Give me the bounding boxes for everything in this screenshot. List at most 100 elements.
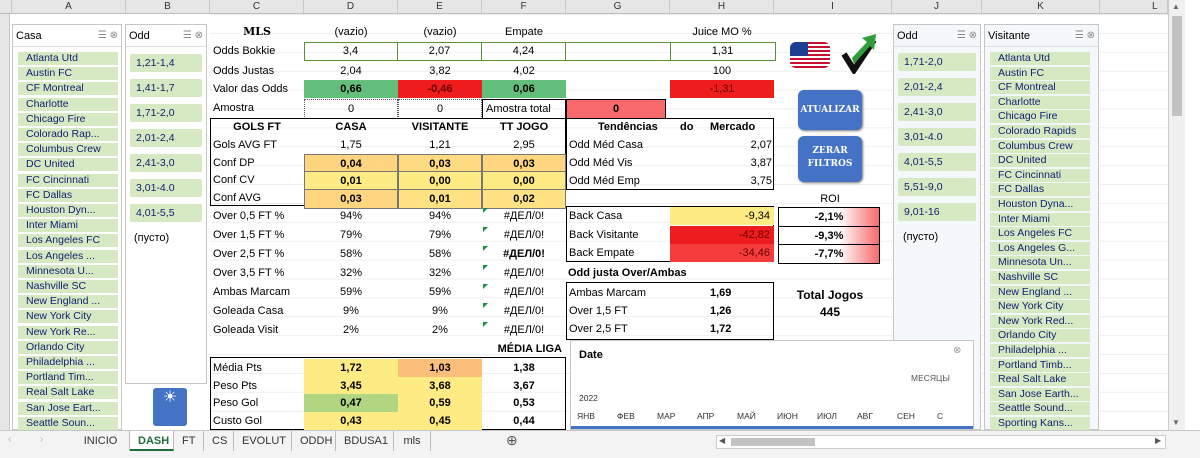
slicer-casa-item[interactable]: Colorado Rap... xyxy=(18,128,118,141)
odds-bokkie-home[interactable]: 3,4 xyxy=(304,42,398,60)
slicer-visitante-item[interactable]: Seattle Sound... xyxy=(990,402,1090,416)
slicer-odd-away-item[interactable]: 5,51-9,0 xyxy=(898,178,976,196)
slicer-odd-away-item[interactable]: 2,41-3,0 xyxy=(898,103,976,121)
slicer-casa-item[interactable]: CF Montreal xyxy=(18,82,118,96)
timeline-month[interactable]: ИЮЛ xyxy=(817,411,837,421)
scroll-down-arrow[interactable]: ▼ xyxy=(1172,418,1180,427)
timeline-date[interactable]: Date ⊗ МЕСЯЦЫ 2022 ЯНВ ФЕВ МАР АПР МАЙ ИЮН ИЮЛ… xyxy=(570,340,974,430)
clear-filter-icon[interactable]: ☰ ⊗ xyxy=(182,30,203,41)
timeline-month[interactable]: С xyxy=(937,411,944,421)
slicer-visitante-item[interactable]: FC Cincinnati xyxy=(990,168,1090,182)
col-header-b[interactable]: B xyxy=(126,0,210,14)
sheet-tab-mls[interactable]: mls xyxy=(394,431,431,451)
corner-select-all[interactable] xyxy=(0,0,12,14)
vertical-scrollbar[interactable]: ▲ ▼ xyxy=(1168,0,1185,430)
slicer-casa-item[interactable]: New England ... xyxy=(18,295,118,309)
slicer-odd-away-item[interactable]: 4,01-5,5 xyxy=(898,153,976,171)
zerar-filtros-button[interactable]: ZERAR FILTROS xyxy=(798,136,862,182)
timeline-month[interactable]: МАР xyxy=(657,411,676,421)
odds-bokkie-draw[interactable]: 4,24 xyxy=(482,42,566,60)
slicer-odd-home-item[interactable]: 2,41-3,0 xyxy=(130,154,202,172)
col-header-f[interactable]: F xyxy=(482,0,566,14)
timeline-month[interactable]: АПР xyxy=(697,411,715,421)
slicer-visitante-item[interactable]: Philadelphia ... xyxy=(990,344,1090,357)
tab-scroll-left-icon[interactable]: ‹ xyxy=(8,434,12,445)
slicer-visitante-item[interactable]: Real Salt Lake xyxy=(990,373,1090,387)
slicer-visitante-item[interactable]: Austin FC xyxy=(990,66,1090,80)
slicer-odd-away-item[interactable]: 9,01-16 xyxy=(898,203,976,221)
slicer-odd-away-empty[interactable]: (пусто) xyxy=(903,231,939,243)
sheet-tab-evolut[interactable]: EVOLUT xyxy=(234,431,292,451)
multiselect-icon[interactable]: ☰ ⊗ xyxy=(97,30,118,41)
atualizar-button[interactable]: ATUALIZAR xyxy=(798,90,862,130)
add-sheet-icon[interactable]: ⊕ xyxy=(506,432,518,448)
hscroll-right-arrow[interactable]: ▶ xyxy=(1155,436,1162,445)
slicer-visitante-item[interactable]: DC United xyxy=(990,154,1090,168)
slicer-visitante-item[interactable]: Columbus Crew xyxy=(990,139,1090,153)
sheet-tab-dash[interactable]: DASH xyxy=(130,431,174,451)
timeline-month[interactable]: АВГ xyxy=(857,411,873,421)
weather-icon-tile[interactable]: ☀ xyxy=(153,388,187,426)
slicer-odd-home-item[interactable]: 2,01-2,4 xyxy=(130,129,202,147)
slicer-casa-item[interactable]: Orlando City xyxy=(18,340,118,354)
slicer-visitante-item[interactable]: Portland Timb... xyxy=(990,358,1090,372)
slicer-odd-away-item[interactable]: 2,01-2,4 xyxy=(898,78,976,96)
slicer-casa-item[interactable]: Houston Dyn... xyxy=(18,204,118,217)
slicer-visitante-item[interactable]: Los Angeles FC xyxy=(990,227,1090,241)
slicer-odd-home-item[interactable]: 1,21-1,4 xyxy=(130,54,202,72)
slicer-odd-away-item[interactable]: 3,01-4.0 xyxy=(898,128,976,146)
col-header-h[interactable]: H xyxy=(670,0,774,14)
slicer-visitante-item[interactable]: FC Dallas xyxy=(990,183,1090,197)
slicer-casa-item[interactable]: San Jose Eart... xyxy=(18,401,118,415)
sheet-tab-inicio[interactable]: INICIO xyxy=(72,431,130,451)
clear-filter-icon[interactable]: ☰ ⊗ xyxy=(1074,30,1095,41)
slicer-casa-item[interactable]: Atlanta Utd xyxy=(18,52,118,65)
timeline-month[interactable]: ИЮН xyxy=(777,411,798,421)
timeline-unit[interactable]: МЕСЯЦЫ xyxy=(911,373,950,383)
hscroll-left-arrow[interactable]: ◀ xyxy=(719,436,726,445)
slicer-casa-item[interactable]: Columbus Crew xyxy=(18,143,118,157)
slicer-visitante-item[interactable]: Los Angeles G... xyxy=(990,241,1090,255)
slicer-odd-home-item[interactable]: 4,01-5,5 xyxy=(130,204,202,222)
slicer-casa-item[interactable]: Minnesota U... xyxy=(18,264,118,278)
slicer-casa-item[interactable]: Real Salt Lake xyxy=(18,386,118,400)
timeline-month[interactable]: МАЙ xyxy=(737,411,756,421)
slicer-casa-item[interactable]: Charlotte xyxy=(18,97,118,111)
col-header-g[interactable]: G xyxy=(566,0,670,14)
slicer-odd-home-item[interactable]: 1,71-2,0 xyxy=(130,104,202,122)
col-header-c[interactable]: C xyxy=(210,0,304,14)
sheet-tab-ft[interactable]: FT xyxy=(174,431,204,451)
col-header-l[interactable]: L xyxy=(1100,0,1168,14)
sheet-tab-cs[interactable]: CS xyxy=(204,431,234,451)
slicer-odd-away-item[interactable]: 1,71-2,0 xyxy=(898,53,976,71)
slicer-casa-item[interactable]: Seattle Soun... xyxy=(18,416,118,430)
timeline-bar[interactable] xyxy=(571,426,973,429)
slicer-visitante-item[interactable]: Sporting Kans... xyxy=(990,417,1090,430)
slicer-odd-home-item[interactable]: 1,41-1,7 xyxy=(130,79,202,97)
slicer-visitante-item[interactable]: Charlotte xyxy=(990,95,1090,109)
odds-bokkie-away[interactable]: 2,07 xyxy=(398,42,482,60)
slicer-casa-item[interactable]: Philadelphia ... xyxy=(18,356,118,369)
sheet-tab-oddh[interactable]: ODDH xyxy=(292,431,336,451)
col-header-j[interactable]: J xyxy=(892,0,982,14)
slicer-visitante-item[interactable]: Houston Dyna... xyxy=(990,198,1090,211)
slicer-odd-home-empty[interactable]: (пусто) xyxy=(134,232,170,244)
scroll-thumb[interactable] xyxy=(1172,16,1182,116)
col-header-a[interactable]: A xyxy=(12,0,126,14)
slicer-odd-home-item[interactable]: 3,01-4.0 xyxy=(130,179,202,197)
slicer-casa-item[interactable]: FC Cincinnati xyxy=(18,173,118,187)
slicer-visitante-item[interactable]: Inter Miami xyxy=(990,212,1090,226)
tab-scroll-right-icon[interactable]: › xyxy=(40,434,44,445)
col-header-e[interactable]: E xyxy=(398,0,482,14)
clear-filter-icon[interactable]: ☰ ⊗ xyxy=(956,30,977,41)
timeline-month[interactable]: СЕН xyxy=(897,411,915,421)
slicer-visitante-item[interactable]: Orlando City xyxy=(990,329,1090,343)
slicer-visitante-item[interactable]: San Jose Earth... xyxy=(990,387,1090,401)
slicer-visitante-item[interactable]: Minnesota Un... xyxy=(990,256,1090,270)
slicer-visitante-item[interactable]: Colorado Rapids xyxy=(990,125,1090,138)
timeline-month[interactable]: ЯНВ xyxy=(577,411,595,421)
slicer-visitante-item[interactable]: Nashville SC xyxy=(990,271,1090,284)
hscroll-thumb[interactable] xyxy=(731,438,815,446)
horizontal-scrollbar[interactable]: ◀ ▶ xyxy=(716,435,1166,449)
col-header-i[interactable]: I xyxy=(774,0,892,14)
